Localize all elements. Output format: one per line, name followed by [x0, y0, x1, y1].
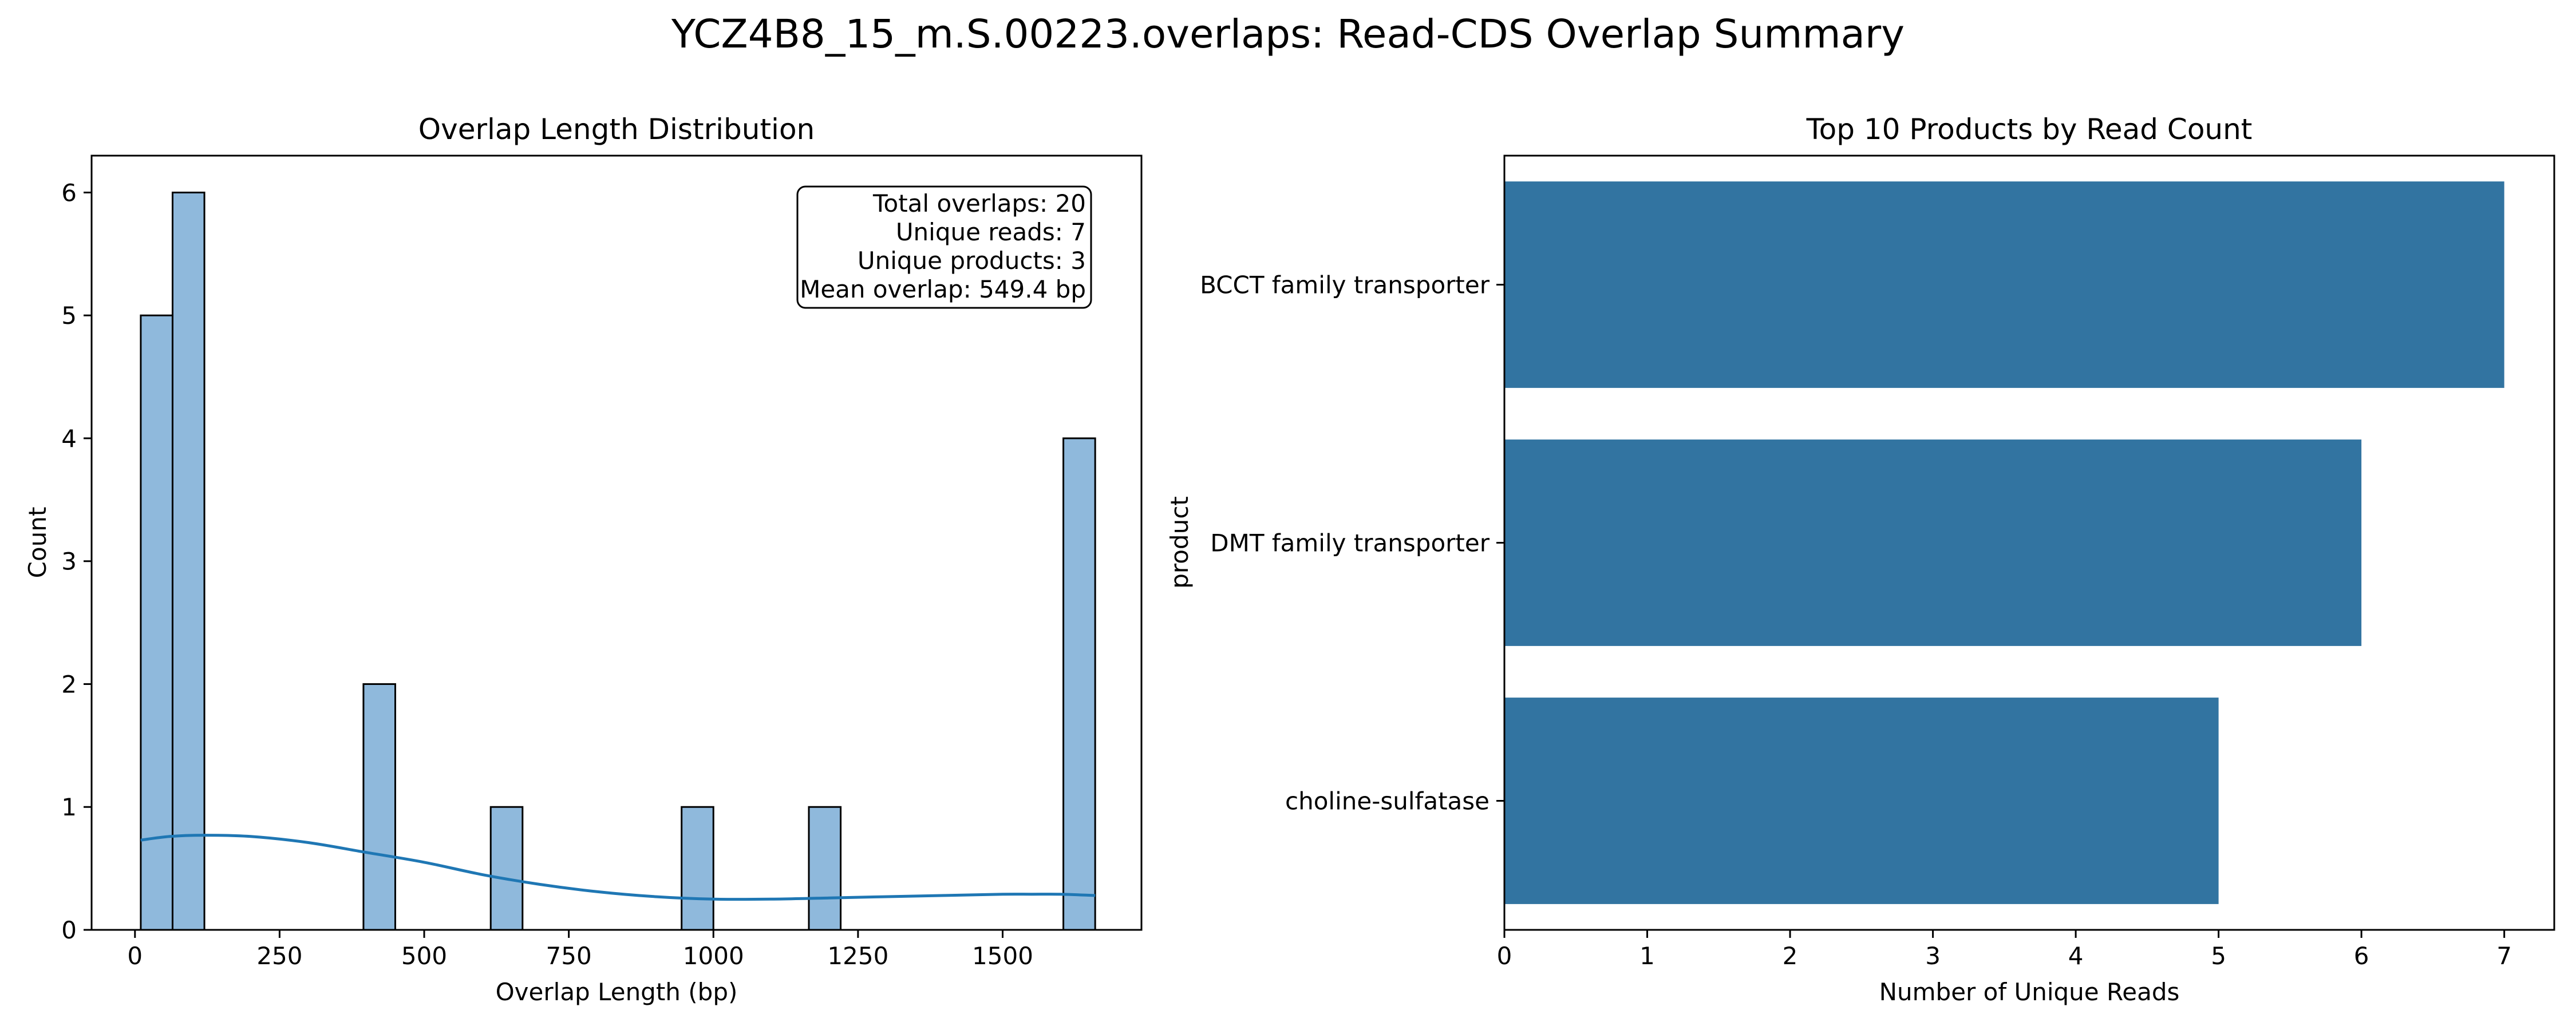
histogram-bar-7: [1062, 437, 1096, 931]
x-tick-label: 1250: [827, 942, 888, 970]
y-tick-label: 4: [61, 425, 77, 453]
x-tick-label: 5: [2211, 942, 2226, 970]
x-tick-label: 0: [127, 942, 143, 970]
x-tick-label: 1000: [683, 942, 744, 970]
x-tick-label: 1500: [972, 942, 1033, 970]
histogram-bar-3: [362, 683, 396, 931]
x-tick-label: 4: [2068, 942, 2084, 970]
histogram-y-ticks: 0 1 2 3 4 5 6: [61, 179, 92, 944]
product-bar-2: [1504, 439, 2362, 646]
product-bars: [1504, 181, 2504, 904]
stat-total-overlaps: Total overlaps: 20: [872, 189, 1086, 217]
histogram-y-axis-label: Count: [23, 507, 52, 579]
x-tick-label: 0: [1497, 942, 1512, 970]
product-label: BCCT family transporter: [1200, 271, 1490, 299]
y-tick-label: 0: [61, 916, 77, 944]
histogram-x-ticks: 0 250 500 750 1000 1250 1500: [127, 930, 1033, 970]
x-tick-label: 750: [546, 942, 592, 970]
histogram-x-axis-label: Overlap Length (bp): [496, 978, 738, 1006]
x-tick-label: 7: [2496, 942, 2512, 970]
product-bar-3: [1504, 698, 2219, 904]
y-tick-label: 2: [61, 670, 77, 698]
histogram-frame: [90, 154, 1143, 931]
products-title: Top 10 Products by Read Count: [1806, 113, 2253, 146]
y-tick-label: 5: [61, 302, 77, 330]
products-y-axis-label: product: [1165, 496, 1194, 589]
histogram-title: Overlap Length Distribution: [418, 113, 815, 146]
product-label: choline-sulfatase: [1285, 787, 1490, 815]
y-tick-label: 1: [61, 793, 77, 821]
product-label: DMT family transporter: [1210, 529, 1490, 557]
histogram-bar-4: [489, 806, 524, 931]
x-tick-label: 250: [256, 942, 302, 970]
x-tick-label: 2: [1783, 942, 1798, 970]
products-panel: Top 10 Products by Read Count 0 1 2 3 4 5 6 7 B…: [1165, 113, 2555, 1006]
products-x-ticks: 0 1 2 3 4 5 6 7: [1497, 930, 2512, 970]
histogram-panel: Overlap Length Distribution 0 250 500 750 10…: [23, 113, 1143, 1006]
figure-title: YCZ4B8_15_m.S.00223.overlaps: Read-CDS O…: [671, 11, 1905, 57]
stat-unique-reads: Unique reads: 7: [896, 218, 1086, 246]
stats-box: Total overlaps: 20 Unique reads: 7 Uniqu…: [796, 185, 1092, 309]
x-tick-label: 3: [1925, 942, 1941, 970]
histogram-bar-6: [808, 806, 842, 931]
x-tick-label: 1: [1639, 942, 1655, 970]
x-tick-label: 500: [401, 942, 447, 970]
products-y-ticks: BCCT family transporter DMT family transp…: [1200, 271, 1504, 815]
products-x-axis-label: Number of Unique Reads: [1879, 978, 2180, 1006]
stats-box-frame: [796, 185, 1092, 309]
y-tick-label: 3: [61, 548, 77, 576]
stat-mean-overlap: Mean overlap: 549.4 bp: [800, 275, 1086, 303]
histogram-bar-2: [171, 191, 206, 931]
kde-line: [140, 834, 1096, 901]
product-bar-1: [1504, 181, 2504, 388]
x-tick-label: 6: [2354, 942, 2369, 970]
stat-unique-products: Unique products: 3: [858, 247, 1086, 275]
histogram-bar-5: [681, 806, 714, 931]
y-tick-label: 6: [61, 179, 77, 207]
histogram-bars: [140, 191, 1096, 931]
